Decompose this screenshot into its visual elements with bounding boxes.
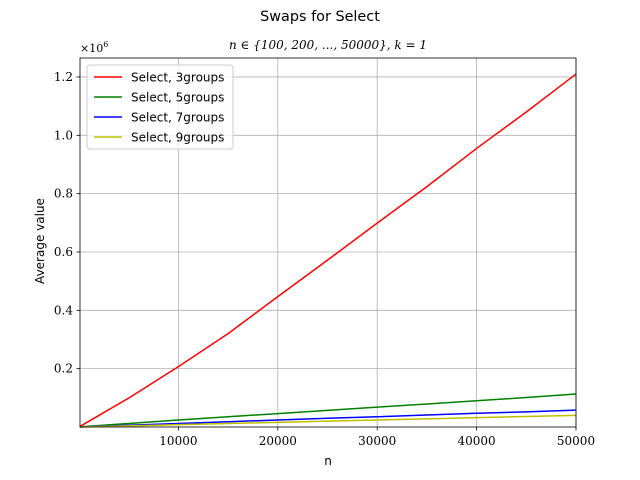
x-tick-label: 50000 xyxy=(557,434,595,448)
series-line-4 xyxy=(79,414,577,428)
y-tick-label: 0.2 xyxy=(54,362,73,376)
y-tick-label: 1.0 xyxy=(54,128,73,142)
x-tick-label: 40000 xyxy=(458,434,496,448)
legend-box xyxy=(86,64,234,150)
x-tick-label: 20000 xyxy=(259,434,297,448)
legend-label: Select, 9groups xyxy=(131,131,224,145)
plot-frame xyxy=(79,57,577,428)
y-axis-multiplier: ×106 xyxy=(80,40,108,55)
chart-title: Swaps for Select xyxy=(260,9,380,25)
y-tick-label: 0.6 xyxy=(54,245,73,259)
y-tick-label: 1.2 xyxy=(54,70,73,84)
x-axis-label: n xyxy=(324,454,332,468)
series-line-2 xyxy=(79,393,577,428)
chart-subtitle: n ∈ {100, 200, ..., 50000}, k = 1 xyxy=(229,38,427,52)
legend-label: Select, 3groups xyxy=(131,71,224,85)
y-tick-label: 0.8 xyxy=(54,187,73,201)
x-tick-label: 10000 xyxy=(159,434,197,448)
legend-label: Select, 5groups xyxy=(131,91,224,105)
x-tick-label: 30000 xyxy=(358,434,396,448)
series-line-1 xyxy=(79,73,577,428)
y-tick-label: 0.4 xyxy=(54,303,73,317)
y-axis-label: Average value xyxy=(33,198,47,284)
legend-label: Select, 7groups xyxy=(131,111,224,125)
series-line-3 xyxy=(79,409,577,428)
